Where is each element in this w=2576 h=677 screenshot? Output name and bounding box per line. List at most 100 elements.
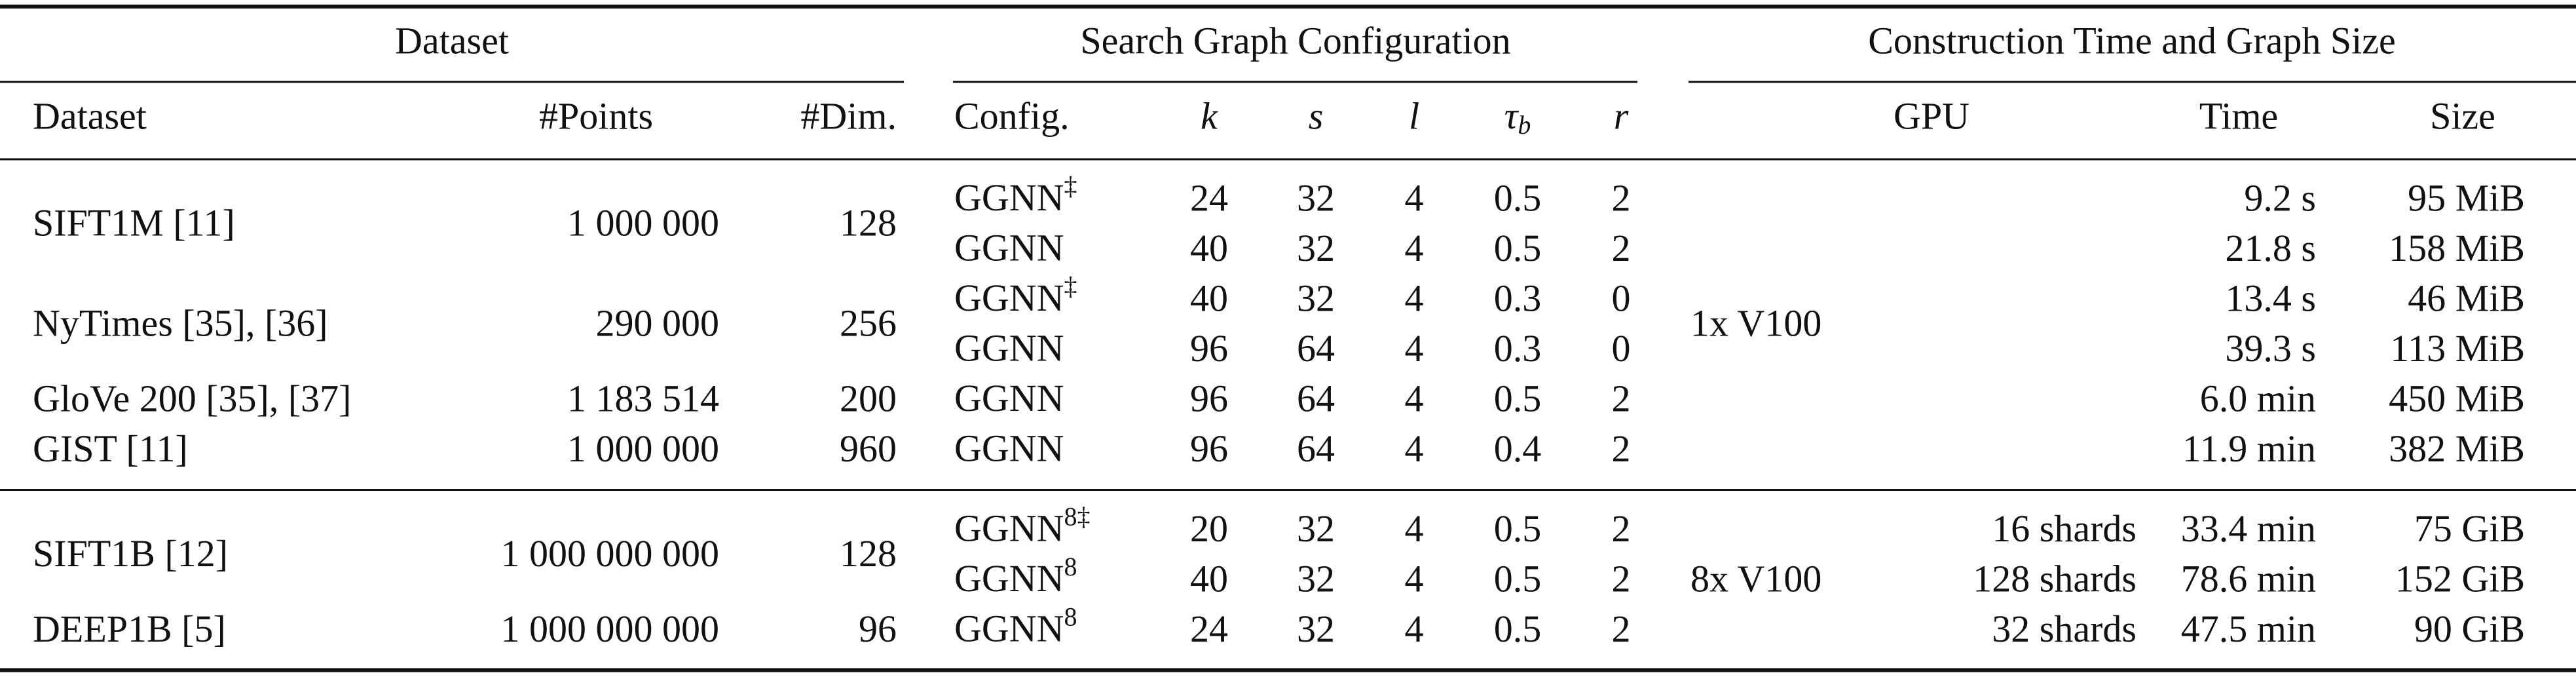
param-tau-b: 0.5: [1494, 176, 1542, 219]
shards: 128 shards: [1973, 557, 2137, 600]
param-l: 4: [1405, 377, 1424, 419]
param-k: 20: [1190, 507, 1228, 550]
param-k: 40: [1190, 557, 1228, 600]
time: 47.5 min: [2181, 608, 2316, 650]
column-header: GPU: [1894, 94, 1969, 137]
config-name: GGNN‡: [954, 171, 1077, 219]
config-name: GGNN8‡: [954, 502, 1091, 550]
dimensions: 200: [840, 377, 897, 419]
config-name: GGNN: [954, 377, 1064, 419]
param-tau-b: 0.5: [1494, 557, 1542, 600]
dimensions: 128: [840, 202, 897, 244]
size: 382 MiB: [2389, 427, 2525, 470]
size: 95 MiB: [2408, 176, 2525, 219]
column-header: Size: [2430, 94, 2495, 137]
param-r: 0: [1612, 327, 1631, 370]
size: 152 GiB: [2395, 557, 2525, 600]
param-l: 4: [1405, 227, 1424, 269]
param-k: 40: [1190, 277, 1228, 319]
size: 90 GiB: [2414, 608, 2525, 650]
config-superscript: 8‡: [1064, 502, 1091, 532]
config-superscript: ‡: [1064, 271, 1077, 301]
param-s: 32: [1297, 176, 1335, 219]
size: 46 MiB: [2408, 277, 2525, 319]
param-k: 96: [1190, 377, 1228, 419]
config-base: GGNN: [954, 507, 1064, 550]
param-l: 4: [1405, 557, 1424, 600]
size: 158 MiB: [2389, 227, 2525, 269]
config-name: GGNN8: [954, 552, 1077, 600]
column-header: Time: [2199, 94, 2278, 137]
dimensions: 96: [859, 608, 897, 650]
dataset-name: SIFT1B [12]: [33, 532, 228, 575]
config-name: GGNN: [954, 227, 1064, 269]
param-s: 64: [1297, 327, 1335, 370]
param-r: 0: [1612, 277, 1631, 319]
time: 78.6 min: [2181, 557, 2316, 600]
param-tau-b: 0.5: [1494, 377, 1542, 419]
param-tau-b: 0.5: [1494, 227, 1542, 269]
gpu: 1x V100: [1690, 302, 1821, 345]
subscript: b: [1518, 110, 1531, 140]
param-tau-b: 0.3: [1494, 327, 1542, 370]
config-name: GGNN: [954, 327, 1064, 370]
param-tau-b: 0.4: [1494, 427, 1542, 470]
config-base: GGNN: [954, 377, 1064, 419]
config-base: GGNN: [954, 608, 1064, 650]
points: 1 000 000: [567, 427, 719, 470]
param-s: 64: [1297, 427, 1335, 470]
group-header: Construction Time and Graph Size: [1868, 19, 2396, 62]
param-l: 4: [1405, 176, 1424, 219]
column-header: Dataset: [33, 94, 147, 137]
column-header: #Dim.: [800, 94, 897, 137]
config-base: GGNN: [954, 427, 1064, 470]
param-s: 32: [1297, 557, 1335, 600]
column-header: Config.: [954, 94, 1070, 137]
column-header: #Points: [539, 94, 653, 137]
param-s: 32: [1297, 227, 1335, 269]
param-l: 4: [1405, 277, 1424, 319]
column-header: r: [1614, 94, 1629, 137]
dataset-name: DEEP1B [5]: [33, 608, 226, 650]
points: 1 000 000 000: [501, 608, 720, 650]
param-r: 2: [1612, 176, 1631, 219]
points: 290 000: [596, 302, 720, 345]
param-r: 2: [1612, 227, 1631, 269]
param-r: 2: [1612, 608, 1631, 650]
param-l: 4: [1405, 427, 1424, 470]
time: 11.9 min: [2182, 427, 2316, 470]
dimensions: 960: [840, 427, 897, 470]
column-header: k: [1201, 94, 1218, 137]
time: 39.3 s: [2225, 327, 2316, 370]
config-name: GGNN‡: [954, 271, 1077, 319]
time: 9.2 s: [2244, 176, 2316, 219]
size: 75 GiB: [2414, 507, 2525, 550]
config-superscript: 8: [1064, 552, 1077, 581]
time: 13.4 s: [2225, 277, 2316, 319]
config-base: GGNN: [954, 176, 1064, 219]
param-l: 4: [1405, 507, 1424, 550]
config-name: GGNN8: [954, 602, 1077, 650]
column-header: τb: [1504, 94, 1531, 140]
param-tau-b: 0.5: [1494, 608, 1542, 650]
time: 6.0 min: [2200, 377, 2316, 419]
config-base: GGNN: [954, 327, 1064, 370]
dimensions: 256: [840, 302, 897, 345]
param-r: 2: [1612, 377, 1631, 419]
config-superscript: 8: [1064, 602, 1077, 632]
dimensions: 128: [840, 532, 897, 575]
param-k: 96: [1190, 427, 1228, 470]
param-tau-b: 0.3: [1494, 277, 1542, 319]
points: 1 000 000: [567, 202, 719, 244]
param-s: 32: [1297, 608, 1335, 650]
param-k: 96: [1190, 327, 1228, 370]
time: 33.4 min: [2181, 507, 2316, 550]
config-base: GGNN: [954, 227, 1064, 269]
config-base: GGNN: [954, 557, 1064, 600]
dataset-name: GloVe 200 [35], [37]: [33, 377, 351, 419]
config-superscript: ‡: [1064, 171, 1077, 201]
dataset-name: GIST [11]: [33, 427, 188, 470]
param-s: 64: [1297, 377, 1335, 419]
